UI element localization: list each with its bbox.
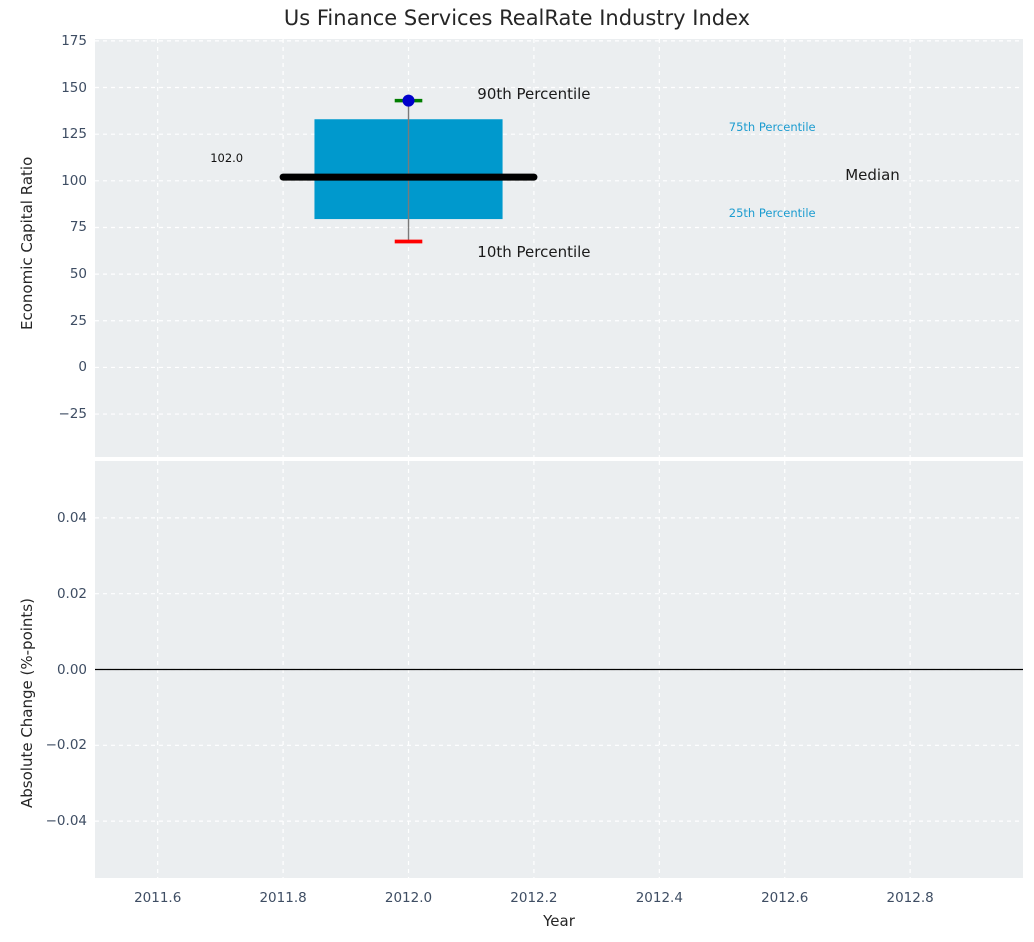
ytick-bottom: 0.00 [56, 661, 87, 678]
company-point [402, 94, 415, 107]
xtick: 2012.8 [886, 890, 934, 906]
ytick-top: 25 [69, 312, 87, 329]
xtick: 2012.6 [761, 890, 809, 906]
ytick-bottom: 0.02 [56, 585, 87, 602]
annotation-10th-percentile: 10th Percentile [477, 242, 591, 261]
xtick: 2012.4 [635, 890, 683, 906]
x-axis-label: Year [543, 912, 575, 930]
ytick-bottom: −0.04 [45, 813, 87, 830]
ytick-top: 0 [78, 359, 87, 376]
ytick-top: −25 [58, 406, 88, 423]
annotation-75th-percentile: 75th Percentile [728, 119, 816, 134]
chart-title: Us Finance Services RealRate Industry In… [283, 6, 751, 30]
ytick-bottom: 0.04 [56, 509, 87, 526]
annotation-median: Median [845, 166, 900, 185]
y-axis-label-bottom: Absolute Change (%-points) [18, 598, 36, 808]
boxplot-canvas [95, 39, 1023, 457]
line-canvas [95, 461, 1023, 878]
economic-capital-ratio-plot [95, 39, 1023, 457]
xtick: 2012.0 [384, 890, 433, 906]
xtick: 2012.2 [510, 890, 558, 906]
annotation-25th-percentile: 25th Percentile [728, 205, 816, 220]
ytick-bottom: −0.02 [45, 737, 87, 754]
absolute-change-plot [95, 461, 1023, 878]
annotation-90th-percentile: 90th Percentile [477, 85, 591, 104]
ytick-top: 50 [69, 266, 87, 283]
ytick-top: 150 [61, 79, 87, 96]
xtick: 2011.8 [259, 890, 307, 906]
xtick: 2011.6 [134, 890, 182, 906]
ytick-top: 125 [61, 126, 87, 143]
ytick-top: 75 [69, 219, 87, 236]
annotation-102-0: 102.0 [210, 151, 244, 166]
ytick-top: 100 [61, 172, 87, 189]
ytick-top: 175 [61, 32, 87, 49]
